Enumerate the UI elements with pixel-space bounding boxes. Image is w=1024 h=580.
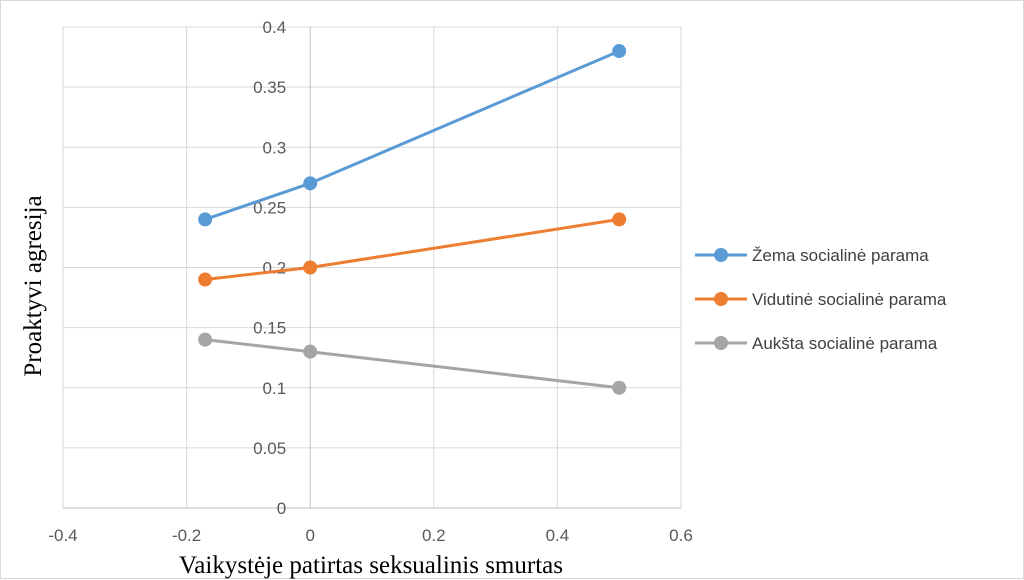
x-tick-label: -0.2 xyxy=(172,526,201,545)
y-tick-label: 0.4 xyxy=(263,18,287,37)
x-tick-label: 0.2 xyxy=(422,526,446,545)
data-point xyxy=(198,272,213,287)
data-point xyxy=(612,44,627,59)
data-point xyxy=(198,212,213,227)
legend: Žema socialinė parama Vidutinė socialinė … xyxy=(695,246,947,353)
data-point xyxy=(303,344,318,359)
x-tick-label: 0.6 xyxy=(669,526,693,545)
y-tick-label: 0.3 xyxy=(263,138,287,157)
legend-label: Vidutinė socialinė parama xyxy=(752,290,947,309)
series-1 xyxy=(198,44,627,227)
data-point xyxy=(198,332,213,347)
tick-labels: 0 0.05 0.1 0.15 0.2 0.25 0.3 0.35 0.4 -0.4 -0.2 0 0.… xyxy=(48,18,692,545)
legend-label: Žema socialinė parama xyxy=(752,246,929,265)
data-point xyxy=(303,260,318,275)
legend-marker xyxy=(714,248,728,262)
series-3 xyxy=(198,332,627,395)
legend-item: Vidutinė socialinė parama xyxy=(695,290,947,309)
y-tick-label: 0.1 xyxy=(263,379,287,398)
y-axis-title: Proaktyvi agresija xyxy=(20,195,47,376)
data-point xyxy=(612,380,627,395)
data-point xyxy=(612,212,627,227)
x-tick-label: 0 xyxy=(305,526,314,545)
data-point xyxy=(303,176,318,191)
series-plot xyxy=(198,44,627,395)
y-tick-label: 0.05 xyxy=(253,439,286,458)
y-tick-label: 0.25 xyxy=(253,198,286,217)
x-axis-title: Vaikystėje patirtas seksualinis smurtas xyxy=(179,552,563,579)
x-tick-label: 0.4 xyxy=(546,526,570,545)
legend-item: Žema socialinė parama xyxy=(695,246,929,265)
legend-marker xyxy=(714,292,728,306)
legend-item: Aukšta socialinė parama xyxy=(695,334,938,353)
legend-marker xyxy=(714,336,728,350)
y-tick-label: 0 xyxy=(277,499,286,518)
x-tick-label: -0.4 xyxy=(48,526,77,545)
y-tick-label: 0.15 xyxy=(253,319,286,338)
gridlines xyxy=(62,26,682,509)
y-tick-label: 0.35 xyxy=(253,78,286,97)
legend-label: Aukšta socialinė parama xyxy=(752,334,938,353)
series-2 xyxy=(198,212,627,287)
y-tick-label: 0.2 xyxy=(263,259,287,278)
